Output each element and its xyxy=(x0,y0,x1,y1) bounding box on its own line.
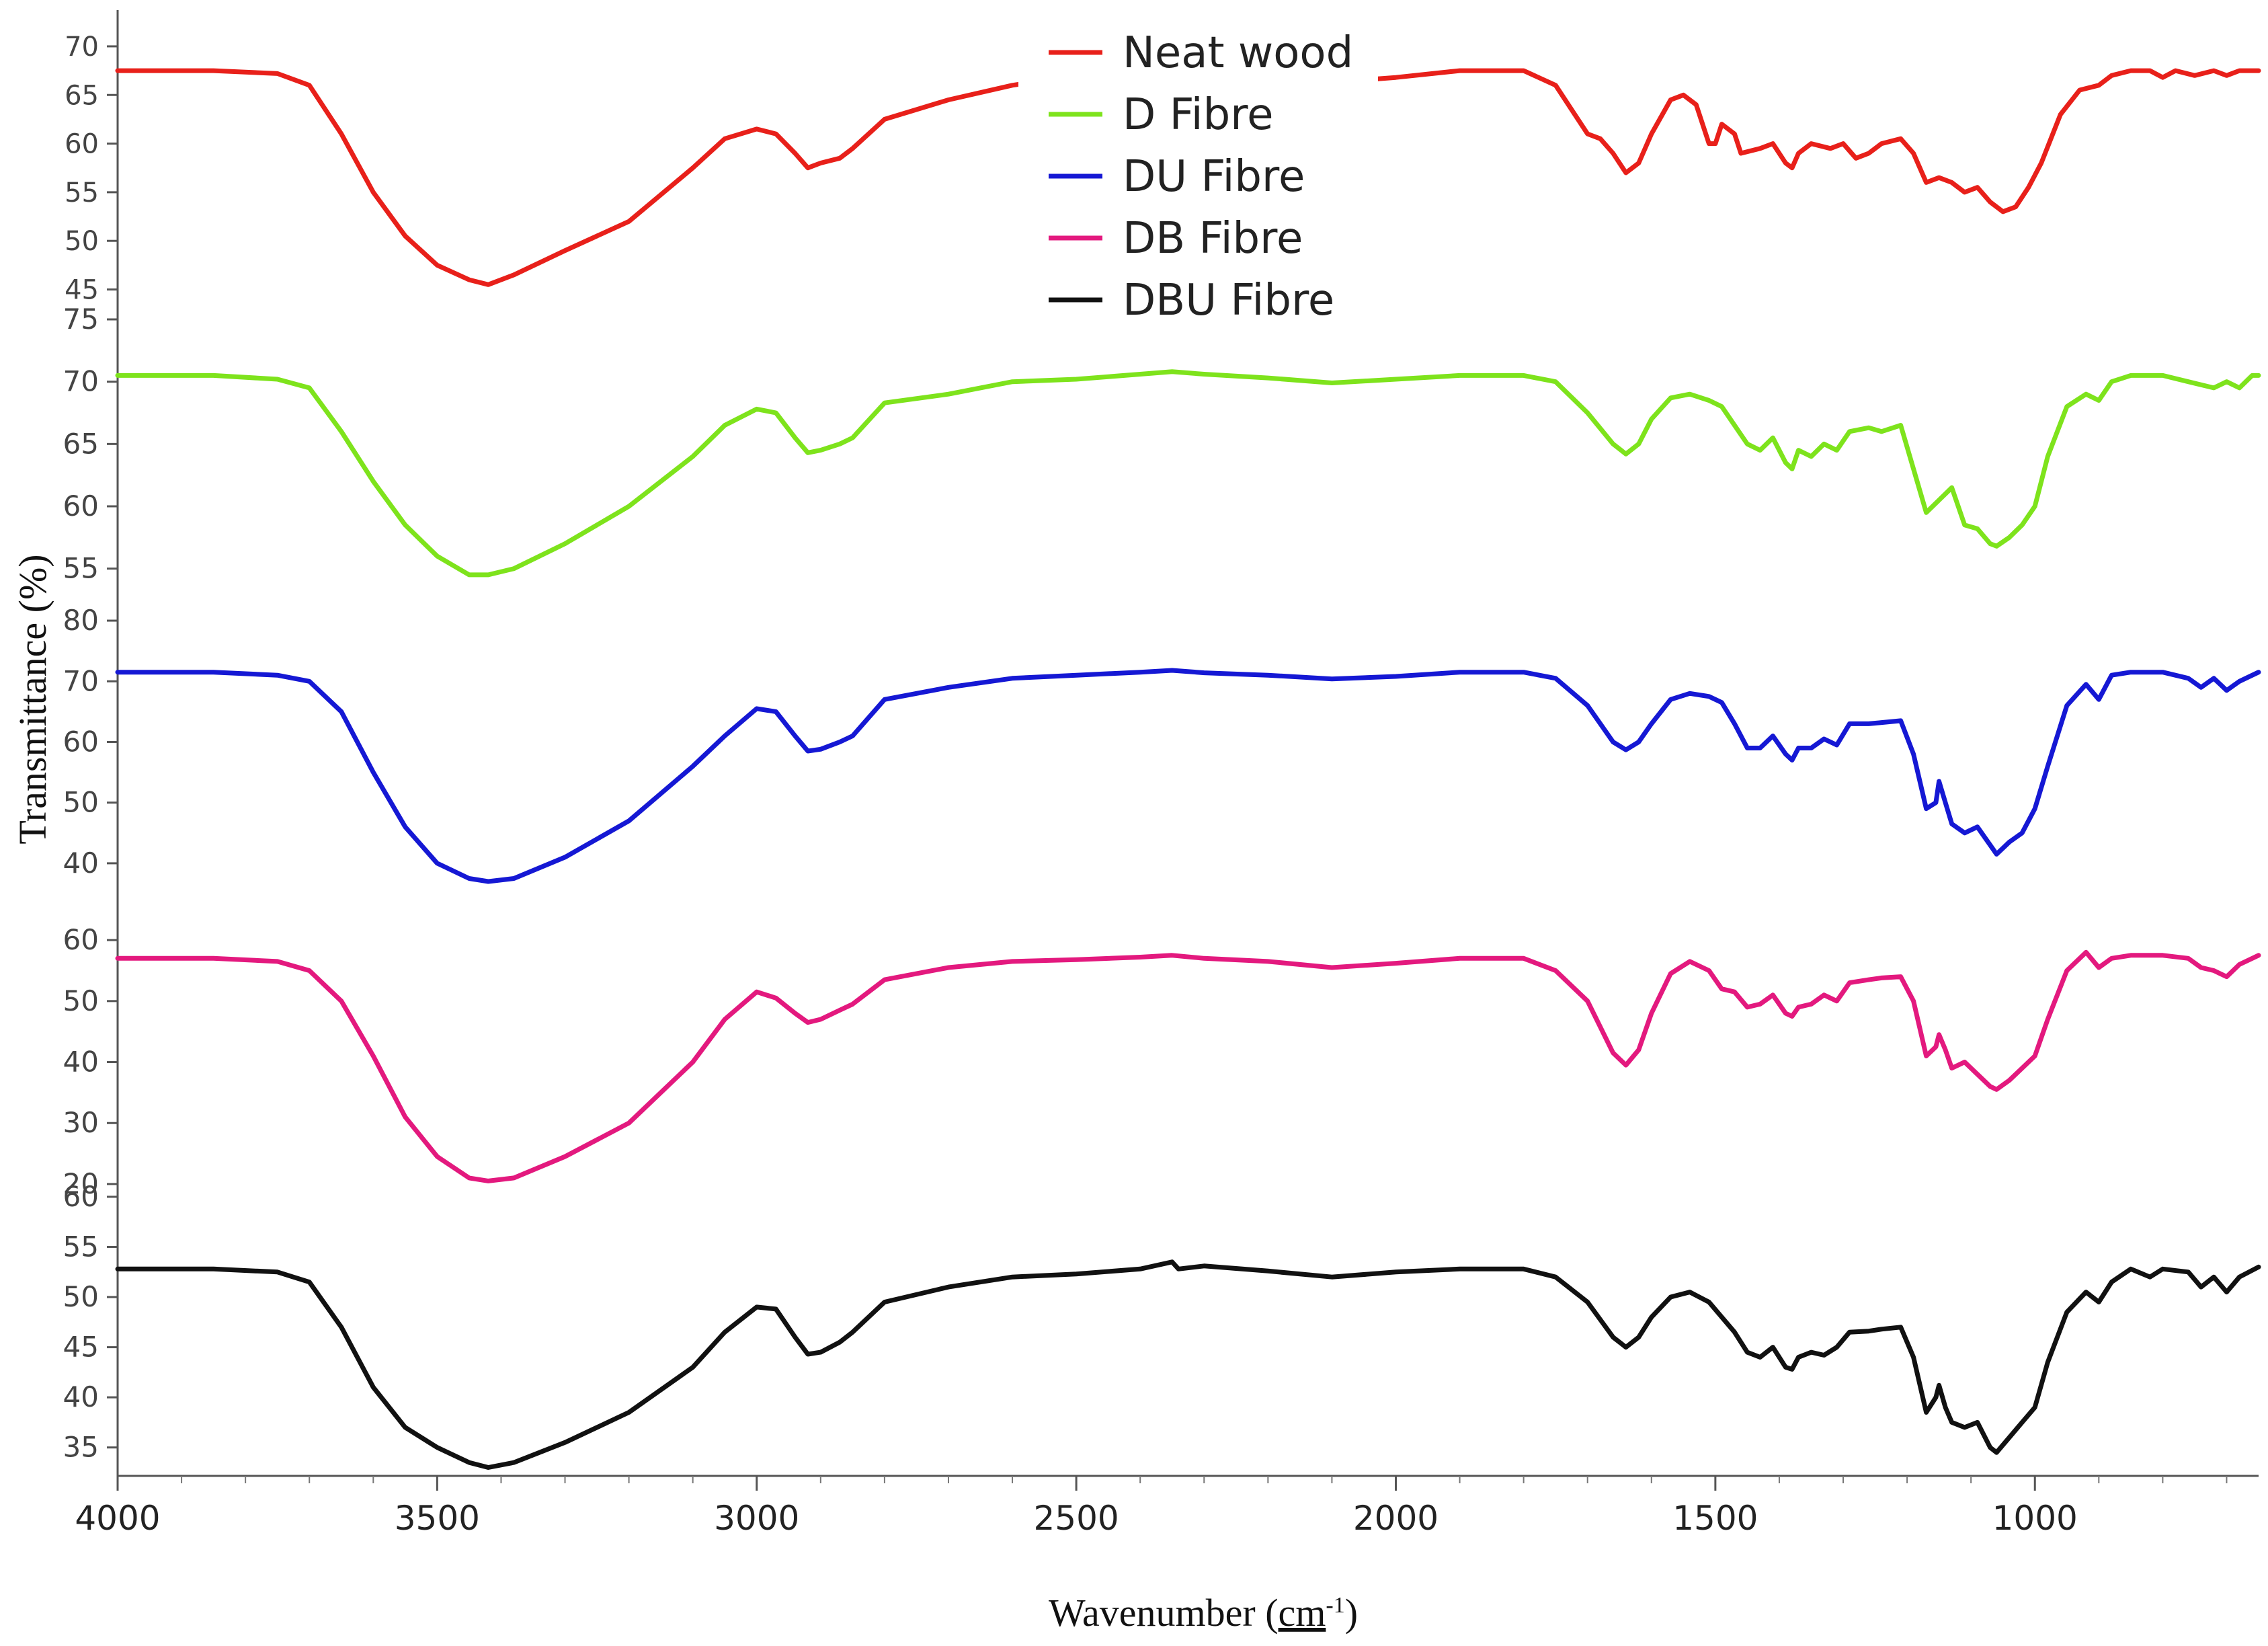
y-tick-label: 45 xyxy=(65,275,99,306)
x-axis-title-unit: cm xyxy=(1279,1591,1326,1635)
y-tick-label: 55 xyxy=(63,552,99,585)
y-tick-label: 60 xyxy=(65,129,99,160)
y-tick-label: 40 xyxy=(63,1380,99,1413)
x-tick-label: 2500 xyxy=(1033,1499,1119,1538)
series-line-d-fibre xyxy=(115,369,2261,578)
x-axis: 4000 3500 3000 2500 2000 1500 1000 xyxy=(75,1475,2259,1538)
y-tick-label: 70 xyxy=(63,365,99,398)
x-axis-title-close: ) xyxy=(1345,1591,1358,1635)
y-tick-label: 60 xyxy=(63,725,99,758)
y-tick-label: 35 xyxy=(63,1431,99,1464)
x-axis-title-main: Wavenumber ( xyxy=(1049,1591,1279,1635)
y-tick-label: 40 xyxy=(63,1046,99,1079)
series-line-du-fibre xyxy=(115,668,2261,884)
y-tick-label: 65 xyxy=(65,80,99,111)
series-line-dbu-fibre xyxy=(115,1259,2261,1470)
y-tick-label: 50 xyxy=(65,226,99,257)
y-tick-label: 70 xyxy=(63,664,99,697)
y-tick-label: 70 xyxy=(65,32,99,63)
x-tick-label: 2000 xyxy=(1353,1499,1439,1538)
y-axis-title: Transmittance (%) xyxy=(11,554,54,844)
legend-label: DB Fibre xyxy=(1123,214,1303,264)
series-line-db-fibre xyxy=(115,949,2261,1183)
x-tick-label: 1500 xyxy=(1672,1499,1758,1538)
legend-label: DU Fibre xyxy=(1123,152,1305,202)
y-tick-label: 60 xyxy=(63,923,99,956)
y-tick-label: 60 xyxy=(63,1180,99,1213)
legend-box xyxy=(1018,13,1378,319)
legend-label: Neat wood xyxy=(1123,28,1353,78)
x-tick-label: 4000 xyxy=(75,1499,160,1538)
y-tick-label: 55 xyxy=(63,1230,99,1263)
legend-label: D Fibre xyxy=(1123,90,1273,140)
y-tick-label: 40 xyxy=(63,847,99,879)
y-tick-label: 50 xyxy=(63,1280,99,1313)
y-tick-label: 45 xyxy=(63,1331,99,1364)
y-tick-label: 75 xyxy=(63,303,99,336)
series-line-neat-wood xyxy=(115,68,2261,287)
y-axes: 45 50 55 60 65 70 55 60 65 70 75 40 50 60 70 80 20 30 40 50… xyxy=(63,10,119,1476)
legend: Neat wood D Fibre DU Fibre DB Fibre DBU Fibr… xyxy=(1018,13,1378,325)
series-lines xyxy=(115,68,2261,1470)
x-axis-title: Wavenumber (cm-1) xyxy=(1049,1591,1358,1635)
y-tick-label: 65 xyxy=(63,427,99,460)
x-tick-label: 3000 xyxy=(714,1499,799,1538)
y-tick-label: 55 xyxy=(65,178,99,208)
y-tick-label: 20 xyxy=(63,1167,99,1200)
y-tick-label: 50 xyxy=(63,786,99,819)
legend-label: DBU Fibre xyxy=(1123,276,1334,325)
y-tick-label: 30 xyxy=(63,1106,99,1139)
x-tick-label: 1000 xyxy=(1992,1499,2078,1538)
x-axis-title-exponent: -1 xyxy=(1326,1593,1344,1618)
y-tick-label: 50 xyxy=(63,984,99,1017)
x-tick-label: 3500 xyxy=(395,1499,480,1538)
y-tick-label: 80 xyxy=(63,604,99,637)
y-tick-label: 60 xyxy=(63,489,99,522)
